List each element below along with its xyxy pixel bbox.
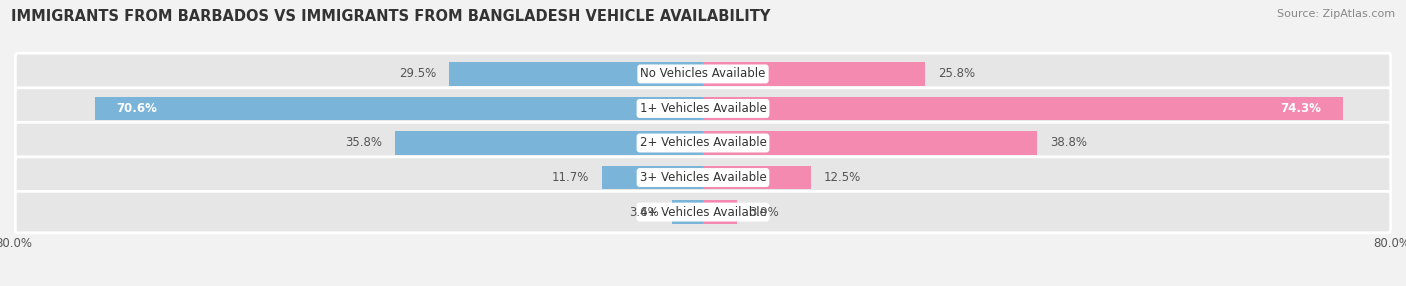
- Text: 35.8%: 35.8%: [344, 136, 382, 150]
- Text: 25.8%: 25.8%: [938, 67, 976, 80]
- Bar: [703, 131, 1038, 155]
- Text: IMMIGRANTS FROM BARBADOS VS IMMIGRANTS FROM BANGLADESH VEHICLE AVAILABILITY: IMMIGRANTS FROM BARBADOS VS IMMIGRANTS F…: [11, 9, 770, 23]
- Text: 4+ Vehicles Available: 4+ Vehicles Available: [640, 206, 766, 219]
- FancyBboxPatch shape: [15, 53, 1391, 95]
- Text: No Vehicles Available: No Vehicles Available: [640, 67, 766, 80]
- Text: 12.5%: 12.5%: [824, 171, 860, 184]
- FancyBboxPatch shape: [15, 88, 1391, 129]
- Bar: [703, 166, 811, 189]
- Text: 38.8%: 38.8%: [1050, 136, 1087, 150]
- Text: 74.3%: 74.3%: [1281, 102, 1322, 115]
- Text: Source: ZipAtlas.com: Source: ZipAtlas.com: [1277, 9, 1395, 19]
- FancyBboxPatch shape: [15, 122, 1391, 164]
- Bar: [395, 131, 703, 155]
- Text: 1+ Vehicles Available: 1+ Vehicles Available: [640, 102, 766, 115]
- Bar: [703, 200, 737, 224]
- Text: 11.7%: 11.7%: [553, 171, 589, 184]
- Bar: [96, 97, 703, 120]
- Bar: [703, 62, 925, 86]
- Text: 3.9%: 3.9%: [749, 206, 779, 219]
- Text: 3+ Vehicles Available: 3+ Vehicles Available: [640, 171, 766, 184]
- Bar: [672, 200, 703, 224]
- Bar: [449, 62, 703, 86]
- Bar: [602, 166, 703, 189]
- FancyBboxPatch shape: [15, 191, 1391, 233]
- Text: 29.5%: 29.5%: [399, 67, 436, 80]
- Text: 70.6%: 70.6%: [117, 102, 157, 115]
- Text: 3.6%: 3.6%: [630, 206, 659, 219]
- FancyBboxPatch shape: [15, 157, 1391, 198]
- Text: 2+ Vehicles Available: 2+ Vehicles Available: [640, 136, 766, 150]
- Bar: [703, 97, 1343, 120]
